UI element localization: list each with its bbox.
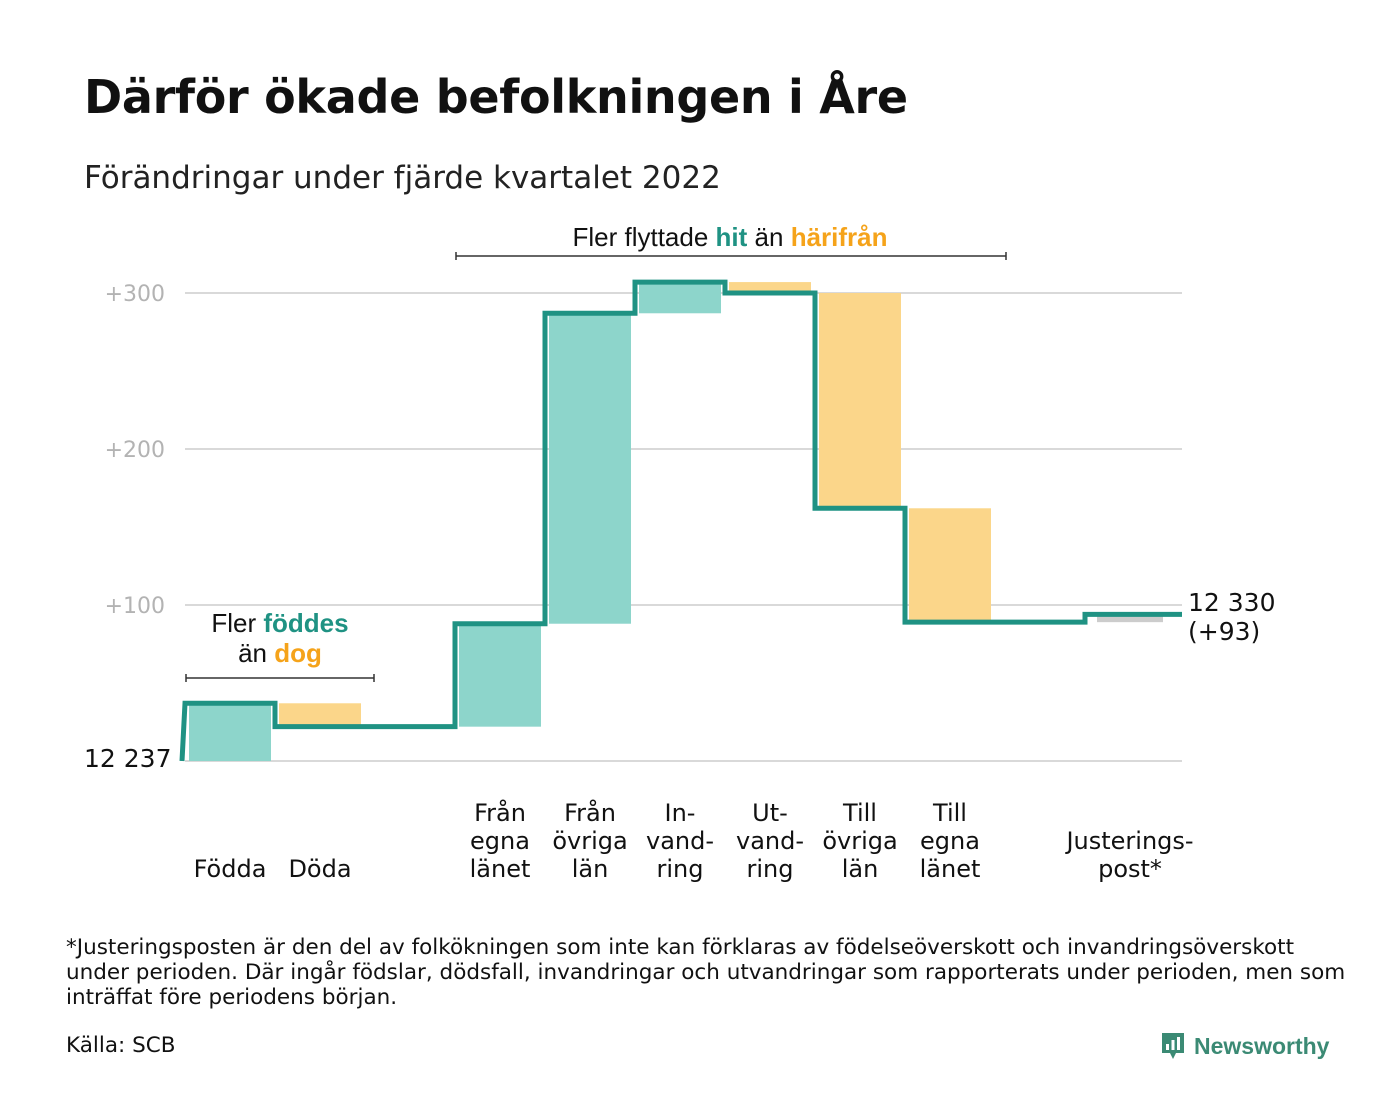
annotation-text: Fler bbox=[211, 608, 263, 638]
category-label: Till bbox=[932, 799, 967, 827]
category-label: övriga bbox=[552, 827, 627, 855]
bar bbox=[819, 293, 901, 509]
category-label: länet bbox=[920, 855, 981, 883]
births-deaths-bracket bbox=[185, 674, 375, 682]
end-change-label: (+93) bbox=[1188, 617, 1260, 646]
category-label: ring bbox=[657, 855, 704, 883]
category-label: Från bbox=[474, 798, 526, 827]
category-label: In- bbox=[665, 799, 696, 827]
category-label: Från bbox=[564, 798, 616, 827]
category-label: länet bbox=[470, 855, 531, 883]
bar bbox=[549, 313, 631, 624]
brand-name: Newsworthy bbox=[1194, 1032, 1330, 1059]
category-label: Till bbox=[842, 799, 877, 827]
annotation-text: Fler flyttade bbox=[572, 222, 715, 252]
newsworthy-logo-icon bbox=[1162, 1033, 1184, 1059]
y-tick-label: +100 bbox=[105, 594, 165, 619]
category-label: Döda bbox=[288, 855, 351, 883]
category-label: övriga bbox=[822, 827, 897, 855]
bar bbox=[189, 703, 271, 761]
annotation-highlight-teal: hit bbox=[716, 222, 748, 252]
annotation-births-line2: än dog bbox=[238, 638, 322, 668]
source-label: Källa: SCB bbox=[66, 1033, 176, 1058]
category-label: vand- bbox=[736, 827, 804, 855]
bar bbox=[1097, 614, 1163, 623]
chart-title: Därför ökade befolkningen i Åre bbox=[84, 70, 908, 124]
annotation-migration: Fler flyttade hit än härifrån bbox=[572, 222, 887, 252]
category-label: län bbox=[572, 855, 609, 883]
category-label: egna bbox=[470, 827, 530, 855]
bar bbox=[279, 703, 361, 727]
category-label: Justerings- bbox=[1064, 827, 1193, 855]
end-value-label: 12 330 bbox=[1188, 588, 1275, 617]
category-label: vand- bbox=[646, 827, 714, 855]
annotation-text: än bbox=[238, 638, 274, 668]
bar bbox=[909, 508, 991, 623]
brand-logo: Newsworthy bbox=[1160, 1030, 1329, 1062]
chart-subtitle: Förändringar under fjärde kvartalet 2022 bbox=[84, 160, 721, 196]
category-label: ring bbox=[747, 855, 794, 883]
migration-bracket bbox=[455, 252, 1007, 260]
start-value-label: 12 237 bbox=[84, 744, 171, 773]
bar bbox=[639, 282, 721, 314]
y-tick-label: +300 bbox=[105, 282, 165, 307]
category-label: egna bbox=[920, 827, 980, 855]
cumulative-step-line bbox=[179, 279, 1182, 762]
annotation-text: än bbox=[747, 222, 790, 252]
y-tick-label: +200 bbox=[105, 438, 165, 463]
category-label: län bbox=[842, 855, 879, 883]
footnote: *Justeringsposten är den del av folkökni… bbox=[66, 935, 1346, 1010]
category-label: Ut- bbox=[752, 799, 788, 827]
bar bbox=[459, 623, 541, 727]
annotation-highlight-teal: föddes bbox=[263, 608, 348, 638]
category-label: Födda bbox=[194, 855, 267, 883]
category-label: post* bbox=[1098, 855, 1162, 883]
annotation-births-line1: Fler föddes bbox=[211, 608, 348, 638]
bar bbox=[729, 282, 811, 293]
annotation-highlight-orange: härifrån bbox=[791, 222, 888, 252]
annotation-highlight-orange: dog bbox=[274, 638, 322, 668]
